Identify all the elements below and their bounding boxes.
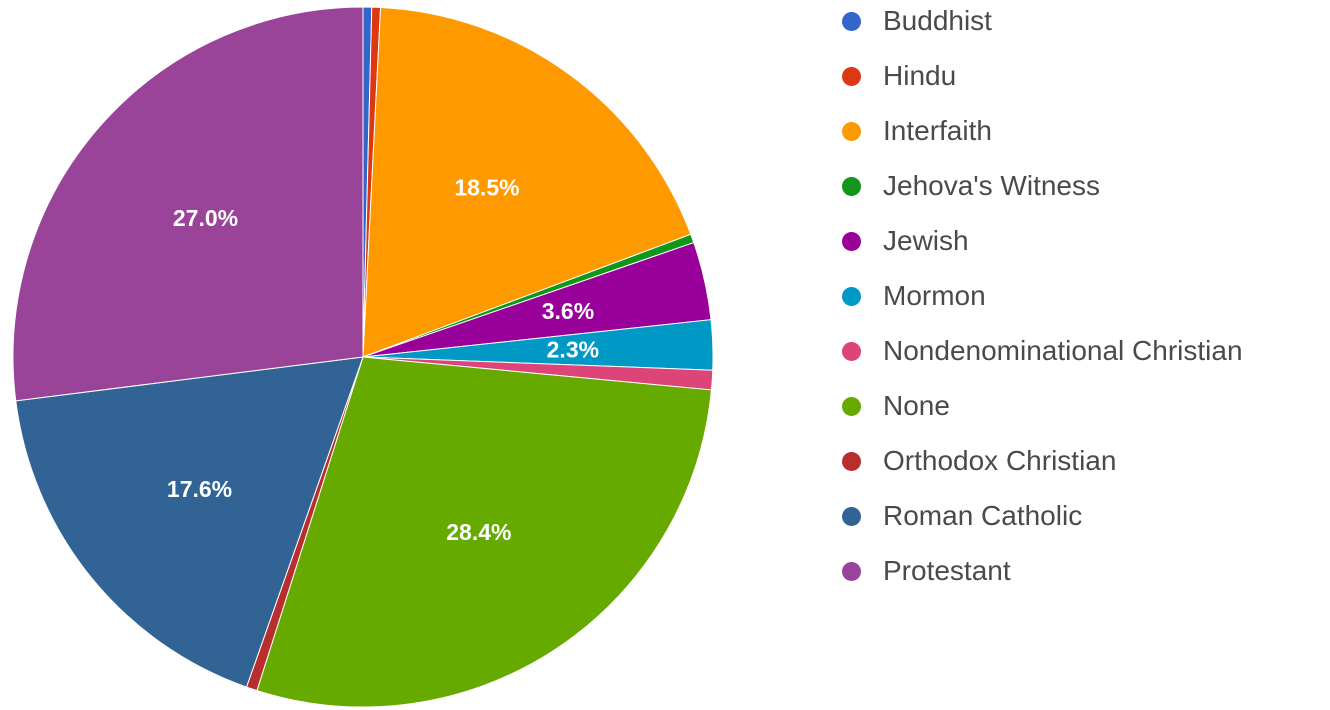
- pie-slice-protestant: [12, 6, 364, 402]
- pie-label-interfaith: 18.5%: [454, 174, 519, 200]
- pie-label-mormon: 2.3%: [547, 337, 599, 363]
- legend-item-jewish[interactable]: Jewish: [842, 225, 969, 256]
- pie-slice-roman-catholic: [15, 356, 364, 688]
- legend-label-none: None: [883, 390, 950, 421]
- pie-label-protestant: 27.0%: [173, 205, 238, 231]
- legend-item-hindu[interactable]: Hindu: [842, 60, 957, 91]
- legend-label-roman-catholic: Roman Catholic: [883, 500, 1083, 531]
- legend-swatch-none: [842, 396, 861, 416]
- legend-label-nondenominational-christian: Nondenominational Christian: [883, 335, 1243, 366]
- legend-label-interfaith: Interfaith: [883, 115, 992, 146]
- pie-slice-none: [256, 356, 712, 708]
- legend-swatch-mormon: [842, 286, 861, 306]
- legend-swatch-protestant: [842, 561, 861, 581]
- legend-swatch-orthodox-christian: [842, 451, 861, 471]
- legend-swatch-jewish: [842, 231, 861, 251]
- pie-label-none: 28.4%: [446, 519, 511, 545]
- legend-item-none[interactable]: None: [842, 390, 950, 421]
- legend-label-jewish: Jewish: [883, 225, 969, 256]
- pie-label-jewish: 3.6%: [542, 298, 594, 324]
- legend-item-buddhist[interactable]: Buddhist: [842, 5, 992, 36]
- legend-label-orthodox-christian: Orthodox Christian: [883, 445, 1117, 476]
- legend-label-buddhist: Buddhist: [883, 5, 992, 36]
- legend-item-protestant[interactable]: Protestant: [842, 555, 1011, 586]
- legend-swatch-jehova-s-witness: [842, 176, 861, 196]
- legend-item-mormon[interactable]: Mormon: [842, 280, 986, 311]
- pie-slices: [12, 6, 714, 708]
- legend-label-mormon: Mormon: [883, 280, 986, 311]
- legend-swatch-hindu: [842, 66, 861, 86]
- legend-item-nondenominational-christian[interactable]: Nondenominational Christian: [842, 335, 1243, 366]
- legend-swatch-interfaith: [842, 121, 861, 141]
- pie-label-roman-catholic: 17.6%: [167, 476, 232, 502]
- legend-label-hindu: Hindu: [883, 60, 957, 91]
- legend-swatch-buddhist: [842, 11, 861, 31]
- legend-item-orthodox-christian[interactable]: Orthodox Christian: [842, 445, 1117, 476]
- legend-item-roman-catholic[interactable]: Roman Catholic: [842, 500, 1083, 531]
- legend-item-jehova-s-witness[interactable]: Jehova's Witness: [842, 170, 1100, 201]
- legend-item-interfaith[interactable]: Interfaith: [842, 115, 992, 146]
- legend-swatch-nondenominational-christian: [842, 341, 861, 361]
- legend-swatch-roman-catholic: [842, 506, 861, 526]
- pie-slice-labels: 18.5% 3.6% 2.3% 28.4% 17.6% 27.0%: [167, 174, 599, 545]
- legend-label-jehova-s-witness: Jehova's Witness: [883, 170, 1100, 201]
- legend-label-protestant: Protestant: [883, 555, 1011, 586]
- pie-slice-interfaith: [362, 6, 692, 358]
- pie-chart: 18.5% 3.6% 2.3% 28.4% 17.6% 27.0%: [12, 6, 714, 708]
